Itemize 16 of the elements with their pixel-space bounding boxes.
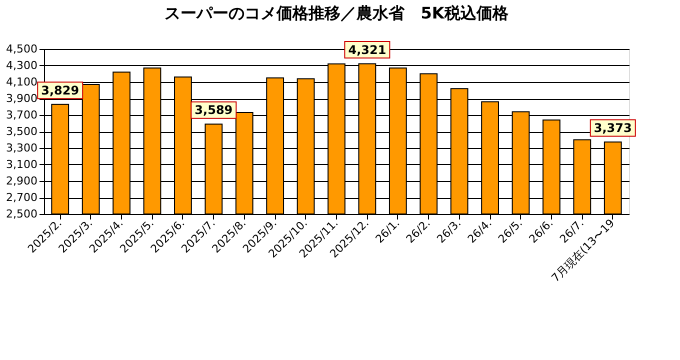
data-label: 3,589 [194, 103, 233, 118]
y-tick-label: 4,100 [6, 76, 38, 88]
y-tick-label: 4,300 [6, 59, 38, 72]
y-tick-label: 4,500 [6, 42, 38, 56]
y-tick-label: 2,900 [6, 174, 38, 188]
y-tick-label: 3,100 [6, 158, 38, 171]
data-label: 3,829 [41, 83, 80, 98]
y-tick-label: 2,500 [6, 208, 38, 220]
y-tick-label: 2,700 [6, 191, 38, 204]
data-label: 3,373 [594, 120, 632, 135]
y-tick-label: 3,700 [6, 108, 38, 122]
y-tick-label: 3,900 [6, 92, 38, 105]
y-tick-label: 3,500 [6, 125, 38, 138]
chart-title: スーパーのコメ価格推移／農水省 5K税込価格 [164, 4, 510, 23]
y-tick-label: 3,300 [6, 142, 38, 154]
data-label: 4,321 [348, 42, 386, 57]
